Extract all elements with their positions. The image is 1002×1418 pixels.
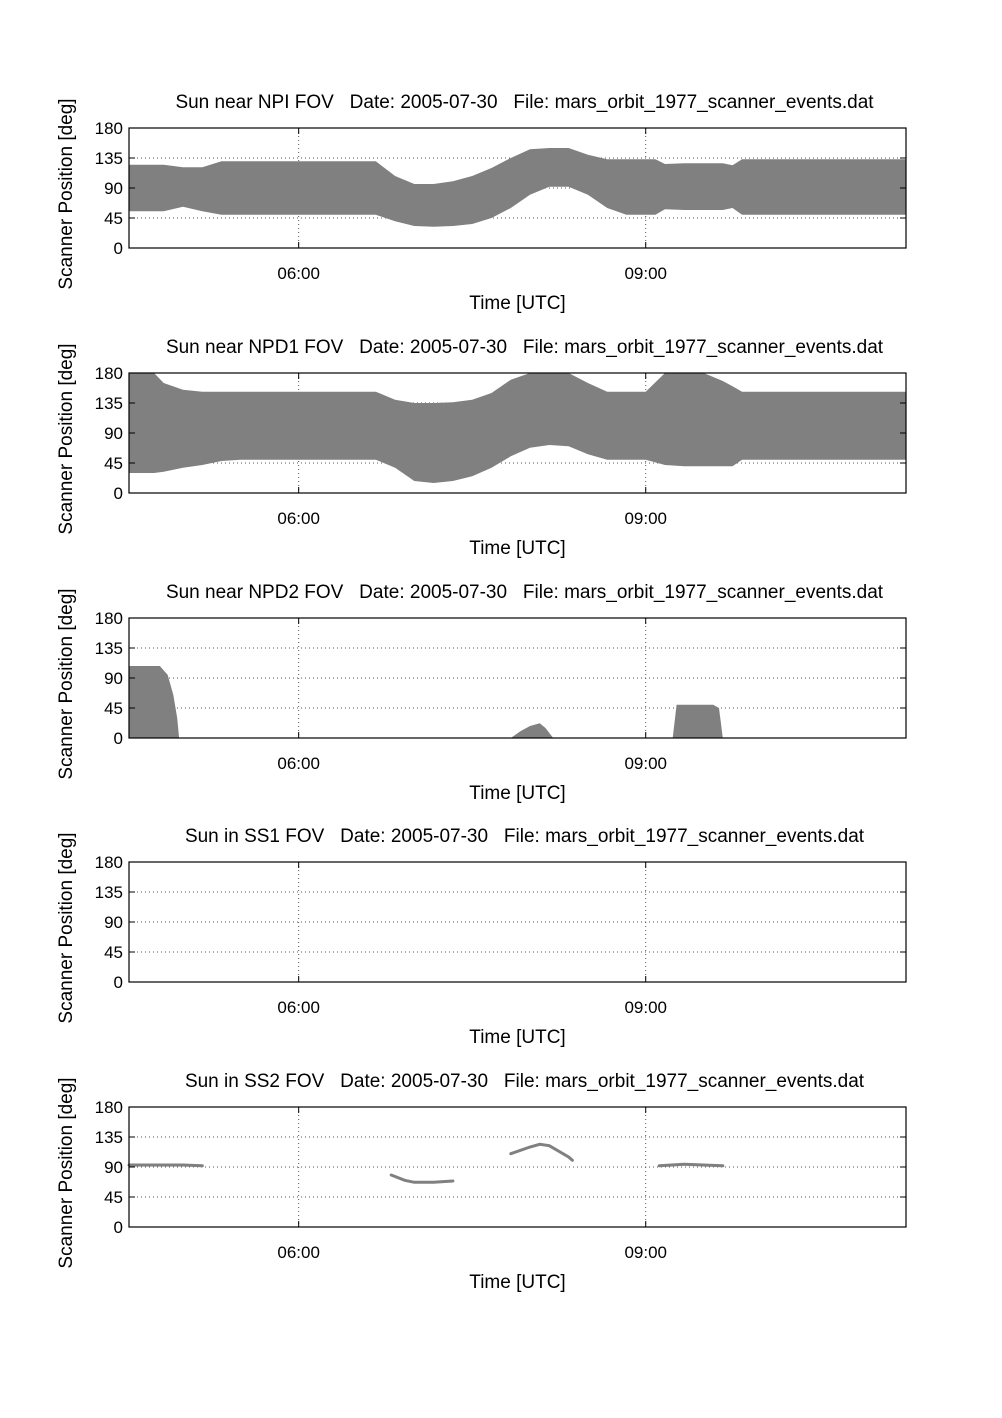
- x-tick-label: 09:00: [624, 509, 667, 528]
- chart-panel-4: 0 45 90 135 180 06:00 09:00 Sun in SS1 FOV Date…: [56, 826, 907, 1048]
- chart-panel-3: 0 45 90 135 180 06:00 09:00 Sun near NPD2 FOV D…: [56, 582, 907, 804]
- y-tick-label: 135: [95, 394, 123, 413]
- chart-title: Sun near NPD1 FOV Date: 2005-07-30 File:…: [166, 337, 884, 358]
- x-tick-label: 06:00: [277, 754, 320, 773]
- sun-track-2: [389, 1173, 455, 1184]
- chart-panel-2: 0 45 90 135 180 06:00 09:00 Sun near NPD1 FOV D…: [56, 337, 907, 559]
- y-tick-label: 0: [114, 239, 123, 258]
- y-axis-label: Scanner Position [deg]: [56, 343, 77, 534]
- y-tick-label: 180: [95, 119, 123, 138]
- y-tick-label: 45: [104, 209, 123, 228]
- x-tick-label: 06:00: [277, 264, 320, 283]
- y-tick-label: 90: [104, 913, 123, 932]
- y-tick-label: 0: [114, 973, 123, 992]
- fov-band-1: [129, 373, 906, 483]
- fov-band-1: [129, 148, 906, 227]
- x-axis-label: Time [UTC]: [469, 783, 565, 804]
- sun-track-1: [127, 1163, 204, 1168]
- x-axis-label: Time [UTC]: [469, 293, 565, 314]
- y-tick-label: 180: [95, 364, 123, 383]
- x-tick-label: 06:00: [277, 1243, 320, 1262]
- y-tick-label: 135: [95, 639, 123, 658]
- y-tick-label: 135: [95, 149, 123, 168]
- y-axis-label: Scanner Position [deg]: [56, 98, 77, 289]
- y-axis-label: Scanner Position [deg]: [56, 832, 77, 1023]
- y-tick-label: 45: [104, 454, 123, 473]
- sun-track-3: [509, 1142, 574, 1162]
- fov-band-2: [510, 723, 554, 738]
- y-tick-label: 45: [104, 699, 123, 718]
- x-tick-label: 06:00: [277, 509, 320, 528]
- y-tick-label: 135: [95, 1128, 123, 1147]
- fov-band-3: [672, 704, 723, 738]
- x-tick-label: 09:00: [624, 264, 667, 283]
- x-axis-label: Time [UTC]: [469, 1027, 565, 1048]
- chart-title: Sun in SS1 FOV Date: 2005-07-30 File: ma…: [185, 826, 865, 847]
- y-tick-label: 90: [104, 669, 123, 688]
- y-tick-label: 180: [95, 1098, 123, 1117]
- y-tick-label: 90: [104, 179, 123, 198]
- y-tick-label: 90: [104, 424, 123, 443]
- y-tick-label: 45: [104, 1188, 123, 1207]
- y-tick-label: 180: [95, 853, 123, 872]
- y-axis-label: Scanner Position [deg]: [56, 588, 77, 779]
- chart-panel-5: 0 45 90 135 180 06:00 09:00 Sun in SS2 FOV Date…: [56, 1071, 907, 1293]
- y-tick-label: 180: [95, 609, 123, 628]
- chart-title: Sun in SS2 FOV Date: 2005-07-30 File: ma…: [185, 1071, 865, 1092]
- y-tick-label: 0: [114, 1218, 123, 1237]
- x-axis-label: Time [UTC]: [469, 1272, 565, 1293]
- sun-track-4: [657, 1162, 725, 1168]
- y-tick-label: 0: [114, 484, 123, 503]
- x-tick-label: 09:00: [624, 1243, 667, 1262]
- chart-title: Sun near NPI FOV Date: 2005-07-30 File: …: [175, 92, 874, 113]
- y-tick-label: 135: [95, 883, 123, 902]
- y-axis-label: Scanner Position [deg]: [56, 1077, 77, 1268]
- y-tick-label: 90: [104, 1158, 123, 1177]
- y-tick-label: 0: [114, 729, 123, 748]
- fov-band-1: [129, 666, 180, 738]
- x-tick-label: 09:00: [624, 754, 667, 773]
- y-tick-label: 45: [104, 943, 123, 962]
- x-tick-label: 09:00: [624, 998, 667, 1017]
- chart-panel-1: 0 45 90 135 180 06:00 09:00 Sun near NPI FOV Da…: [56, 92, 907, 314]
- x-tick-label: 06:00: [277, 998, 320, 1017]
- chart-title: Sun near NPD2 FOV Date: 2005-07-30 File:…: [166, 582, 884, 603]
- x-axis-label: Time [UTC]: [469, 538, 565, 559]
